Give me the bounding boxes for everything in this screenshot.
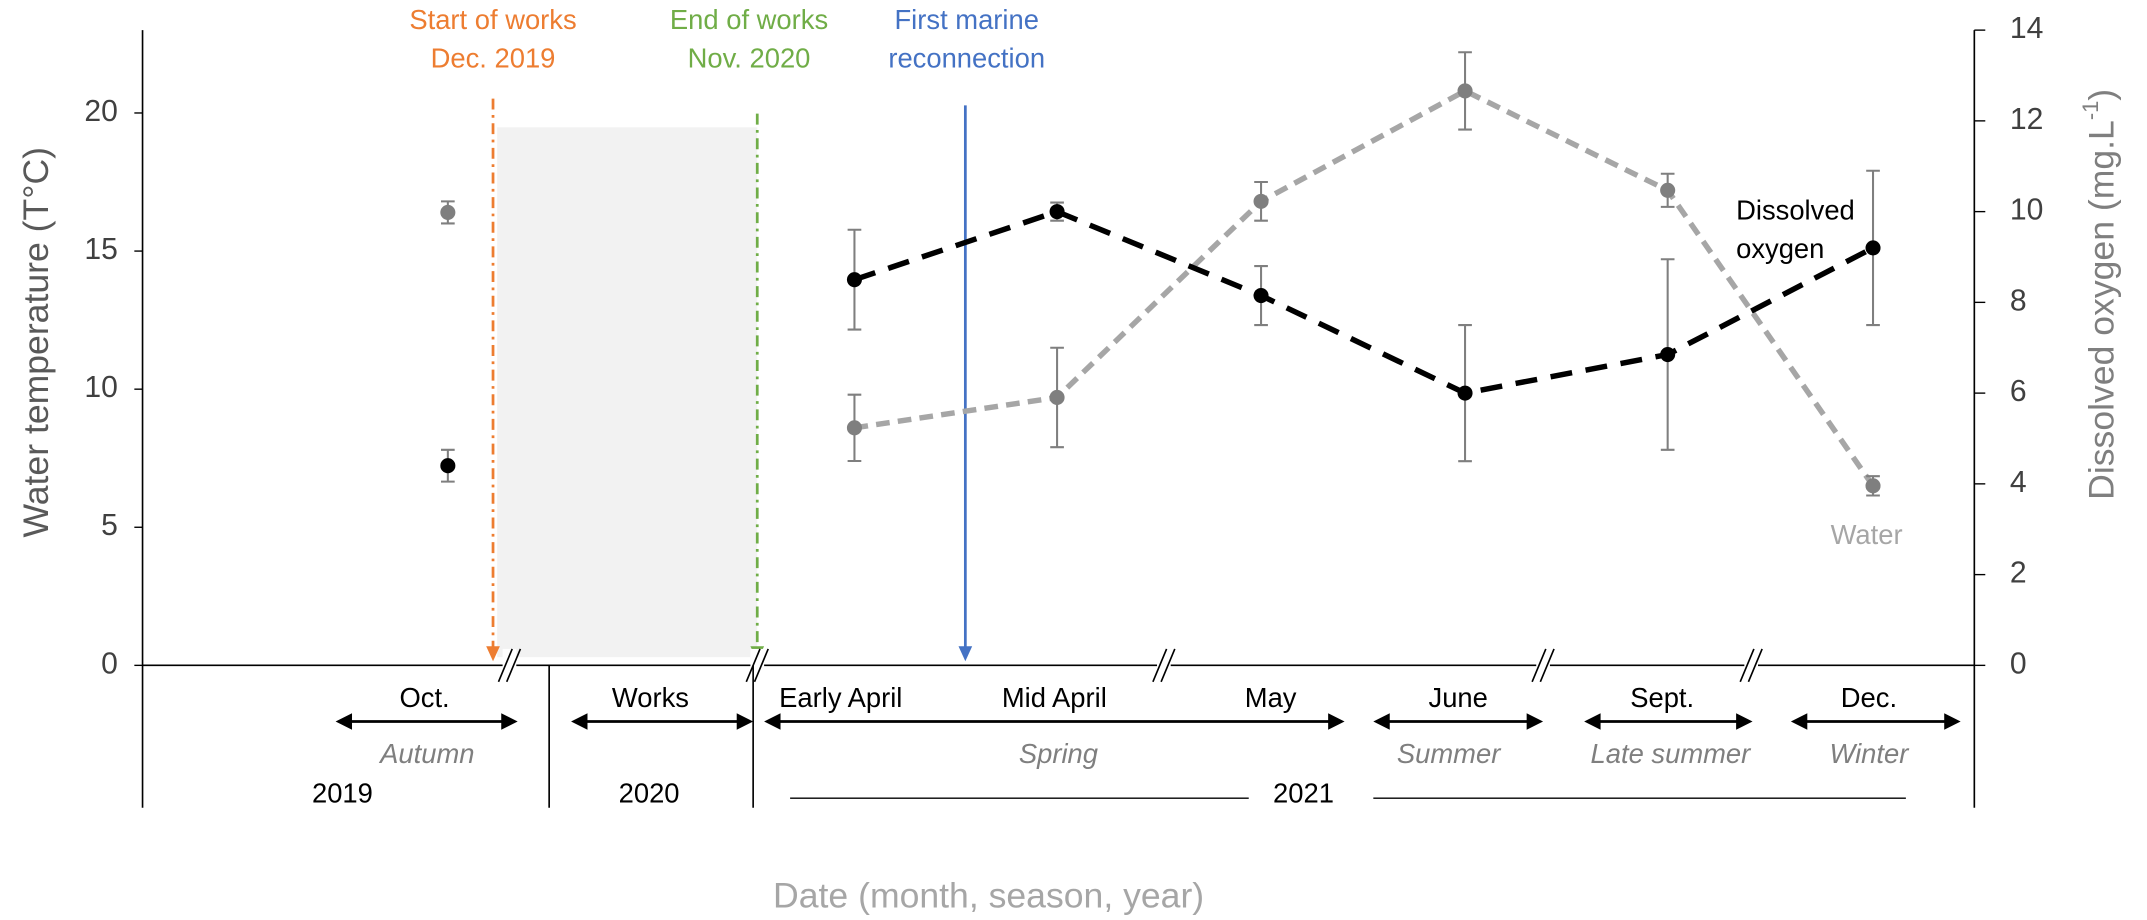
axis-break xyxy=(753,648,769,683)
season-label: Autumn xyxy=(378,738,474,769)
x-tick-label: Mid April xyxy=(1002,682,1107,713)
annotation-text: First marine xyxy=(894,4,1039,35)
x-tick-label: Oct. xyxy=(399,682,449,713)
data-point xyxy=(1865,478,1881,494)
axis-break xyxy=(745,648,761,683)
data-point xyxy=(1253,288,1269,304)
season-label: Late summer xyxy=(1591,738,1753,769)
data-point xyxy=(440,204,456,220)
annotation-arrow xyxy=(958,646,973,662)
axis-break-bg xyxy=(1536,648,1550,682)
season-label: Winter xyxy=(1829,738,1910,769)
y-tick-label: 20 xyxy=(84,95,118,128)
axis-break xyxy=(1160,648,1176,683)
data-point xyxy=(1457,385,1473,401)
axis-break xyxy=(505,648,522,683)
legend-label: Dissolved xyxy=(1736,194,1855,225)
y2-tick-label: 12 xyxy=(2010,103,2044,136)
y2-tick-label: 8 xyxy=(2010,284,2027,317)
annotation-text: Dec. 2019 xyxy=(431,42,556,73)
annotation-arrow xyxy=(486,646,500,662)
x-tick-label: June xyxy=(1429,682,1488,713)
x-tick-label: May xyxy=(1245,682,1297,713)
y2-tick-label: 2 xyxy=(2010,557,2027,590)
axis-break-bg xyxy=(1157,648,1171,682)
y2-tick-label: 6 xyxy=(2010,375,2027,408)
axis-break-bg xyxy=(502,648,517,682)
legend-label: oxygen xyxy=(1736,233,1824,264)
y2-tick-label: 0 xyxy=(2010,647,2027,680)
x-tick-label: Dec. xyxy=(1841,682,1897,713)
y2-title-sup: -1 xyxy=(2078,101,2103,120)
year-label: 2019 xyxy=(312,778,373,809)
annotation-text: reconnection xyxy=(888,42,1045,73)
axis-break-bg xyxy=(1744,648,1759,682)
data-point xyxy=(846,420,862,436)
y2-tick-label: 4 xyxy=(2010,466,2027,499)
series-line xyxy=(853,208,1875,396)
axis-break xyxy=(1531,648,1547,683)
data-point xyxy=(1049,204,1065,220)
season-label: Spring xyxy=(1019,738,1098,769)
axis-break xyxy=(1152,648,1168,683)
x-axis-title: Date (month, season, year) xyxy=(773,876,1204,916)
y-axis-title: Water temperature (T°C) xyxy=(16,147,56,538)
data-point xyxy=(1253,193,1269,209)
y2-axis-title: Dissolved oxygen (mg.L-1) xyxy=(2078,89,2122,500)
data-point xyxy=(1049,389,1065,405)
y2-title-part: Dissolved oxygen (mg.L xyxy=(2082,120,2122,500)
data-point xyxy=(1865,240,1881,256)
axis-break xyxy=(1539,648,1555,683)
axis-break xyxy=(497,648,513,683)
x-tick-label: Works xyxy=(612,682,689,713)
y2-tick-label: 14 xyxy=(2010,12,2044,45)
annotation-text: Start of works xyxy=(409,4,576,35)
series-line xyxy=(854,87,1876,488)
year-label: 2020 xyxy=(619,778,680,809)
season-label: Summer xyxy=(1397,738,1502,769)
data-point xyxy=(440,458,456,474)
data-point xyxy=(1660,347,1676,363)
y-tick-label: 15 xyxy=(84,233,118,266)
x-tick-label: Sept. xyxy=(1630,682,1694,713)
y-tick-label: 0 xyxy=(101,647,118,680)
axis-break xyxy=(1747,648,1763,683)
legend-label: Water xyxy=(1831,519,1903,550)
axis-break xyxy=(1739,648,1755,683)
year-label: 2021 xyxy=(1273,778,1334,809)
annotation-text: Nov. 2020 xyxy=(688,42,811,73)
y2-tick-label: 10 xyxy=(2010,194,2044,227)
data-point xyxy=(846,272,862,288)
works-shade xyxy=(497,127,758,658)
annotation-text: End of works xyxy=(670,4,828,35)
y-tick-label: 10 xyxy=(84,371,118,404)
x-tick-label: Early April xyxy=(779,682,902,713)
y-tick-label: 5 xyxy=(101,509,118,542)
y2-title-part: ) xyxy=(2082,89,2122,101)
data-point xyxy=(1457,83,1473,99)
data-point xyxy=(1660,182,1676,198)
